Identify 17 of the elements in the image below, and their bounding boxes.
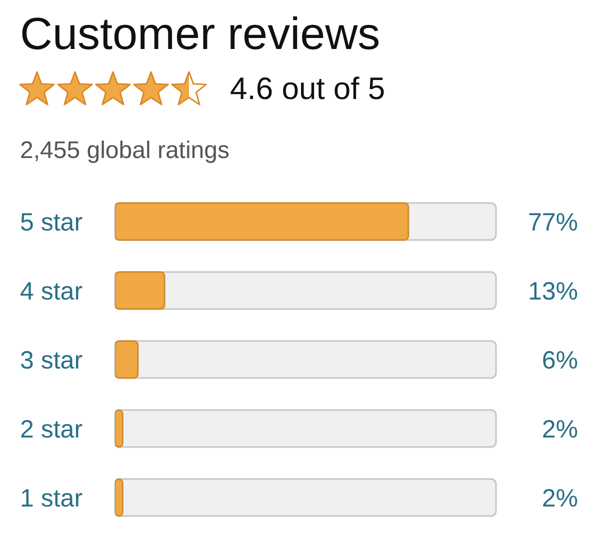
bar — [115, 340, 139, 379]
y-tick-label: 3 star — [20, 346, 83, 374]
y-tick-label: 1 star — [20, 484, 83, 512]
bar — [115, 271, 166, 310]
chart-subtitle: 4.6 out of 5 — [230, 71, 386, 107]
data-label: 77% — [528, 208, 578, 236]
chart-title: Customer reviews — [20, 8, 380, 60]
y-tick-label: 4 star — [20, 278, 83, 306]
y-tick-label: 2 star — [20, 416, 83, 444]
data-label: 2% — [542, 484, 578, 512]
data-label: 6% — [542, 346, 578, 374]
y-tick-label: 5 star — [20, 208, 83, 236]
bar — [115, 409, 124, 448]
data-label: 2% — [542, 416, 578, 444]
data-label: 13% — [528, 278, 578, 306]
bar — [115, 478, 124, 517]
text: 2,455 global ratings — [20, 137, 230, 165]
